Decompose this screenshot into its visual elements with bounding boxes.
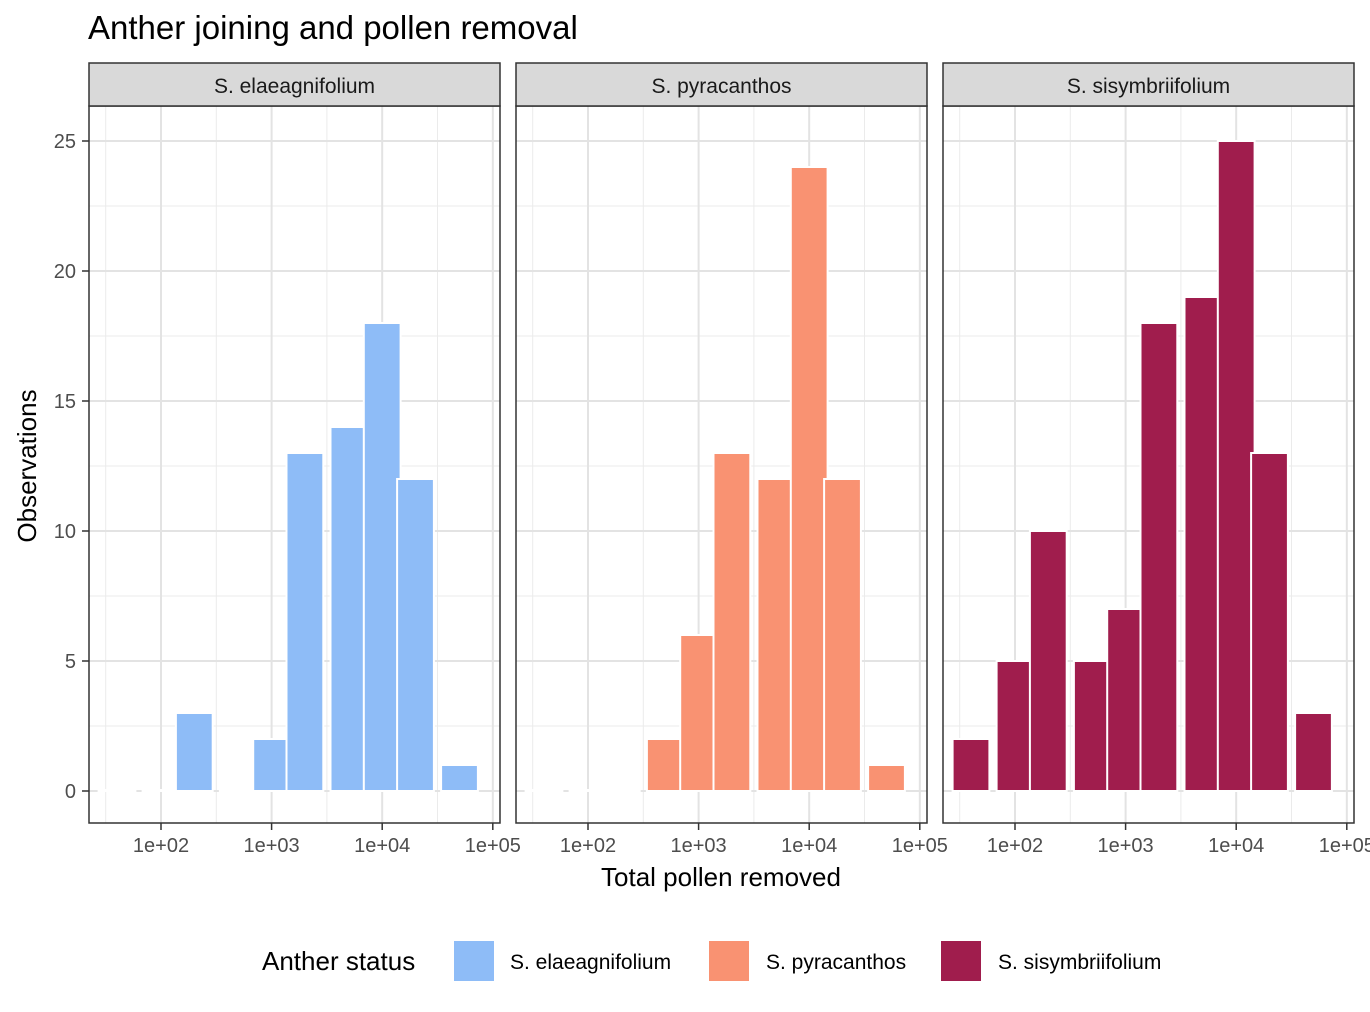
x-tick-label: 1e+05: [1319, 835, 1370, 857]
y-tick-label: 25: [54, 131, 76, 153]
histogram-bar: [1139, 322, 1179, 792]
facet-panel-2: S. pyracanthos 1e+02 1e+03 1e+04 1e+05: [515, 62, 948, 857]
legend-label: S. sisymbriifolium: [998, 951, 1161, 974]
x-tick-label: 1e+04: [354, 835, 410, 857]
histogram-bar: [174, 712, 214, 792]
histogram-bar: [362, 322, 402, 792]
facet-strip: [88, 62, 501, 107]
histogram-bar: [1216, 140, 1256, 792]
x-tick-label: 1e+02: [560, 835, 616, 857]
histogram-bar: [1072, 660, 1112, 792]
x-axis-label: Total pollen removed: [601, 862, 841, 892]
facet-strip: [515, 62, 928, 107]
x-tick-label: 1e+04: [1208, 835, 1264, 857]
histogram-bar: [823, 478, 862, 792]
facet-panel-3: S. sisymbriifolium 1e+02 1e+03 1e+04 1e+05: [942, 62, 1370, 857]
legend-key: [941, 941, 981, 981]
histogram-bar: [329, 426, 369, 792]
legend-key: [454, 941, 494, 981]
histogram-bar: [252, 738, 291, 792]
histogram-bar: [568, 789, 608, 792]
facet-strip-label: S. pyracanthos: [651, 75, 791, 98]
facet-strip-label: S. sisymbriifolium: [1067, 75, 1230, 98]
histogram-bar: [141, 789, 181, 792]
x-tick-label: 1e+04: [781, 835, 837, 857]
y-axis-label: Observations: [12, 389, 42, 542]
x-tick-label: 1e+03: [244, 835, 300, 857]
histogram-bar: [756, 478, 796, 792]
histogram-bar: [1294, 712, 1333, 792]
x-tick-label: 1e+05: [465, 835, 521, 857]
legend-title: Anther status: [262, 946, 415, 976]
y-tick-label: 0: [65, 781, 76, 803]
histogram-bar: [995, 660, 1035, 792]
histogram-bar: [645, 738, 685, 792]
histogram-bar: [97, 789, 137, 792]
facet-panel-1: S. elaeagnifolium 1e+02 1e+03 1e+04 1e+05: [88, 62, 521, 857]
histogram-bar: [789, 166, 829, 792]
x-tick-label: 1e+03: [671, 835, 727, 857]
histogram-bar: [218, 789, 258, 792]
y-tick-label: 15: [54, 391, 76, 413]
x-tick-label: 1e+02: [133, 835, 189, 857]
histogram-bar: [712, 452, 752, 792]
legend: Anther status S. elaeagnifolium S. pyraca…: [262, 941, 1161, 981]
facet-strip: [942, 62, 1355, 107]
histogram-bar: [601, 789, 641, 792]
chart-title: Anther joining and pollen removal: [88, 9, 578, 46]
y-tick-label: 10: [54, 521, 76, 543]
histogram-bar: [524, 789, 564, 792]
facet-strip-label: S. elaeagnifolium: [214, 75, 375, 98]
histogram-bar: [679, 634, 719, 792]
legend-label: S. pyracanthos: [766, 951, 906, 974]
histogram-bar: [1183, 296, 1223, 792]
histogram-bar: [1028, 530, 1068, 792]
y-tick-label: 20: [54, 261, 76, 283]
x-tick-label: 1e+05: [892, 835, 948, 857]
legend-key: [709, 941, 749, 981]
histogram-bar: [1250, 452, 1289, 792]
histogram-bar: [285, 452, 325, 792]
x-tick-label: 1e+02: [987, 835, 1043, 857]
histogram-bar: [1106, 608, 1145, 792]
legend-label: S. elaeagnifolium: [510, 951, 671, 974]
histogram-bar: [396, 478, 435, 792]
histogram-bar: [951, 738, 991, 792]
histogram-bar: [867, 764, 906, 792]
x-tick-label: 1e+03: [1098, 835, 1154, 857]
y-tick-label: 5: [65, 651, 76, 673]
histogram-bar: [440, 764, 479, 792]
